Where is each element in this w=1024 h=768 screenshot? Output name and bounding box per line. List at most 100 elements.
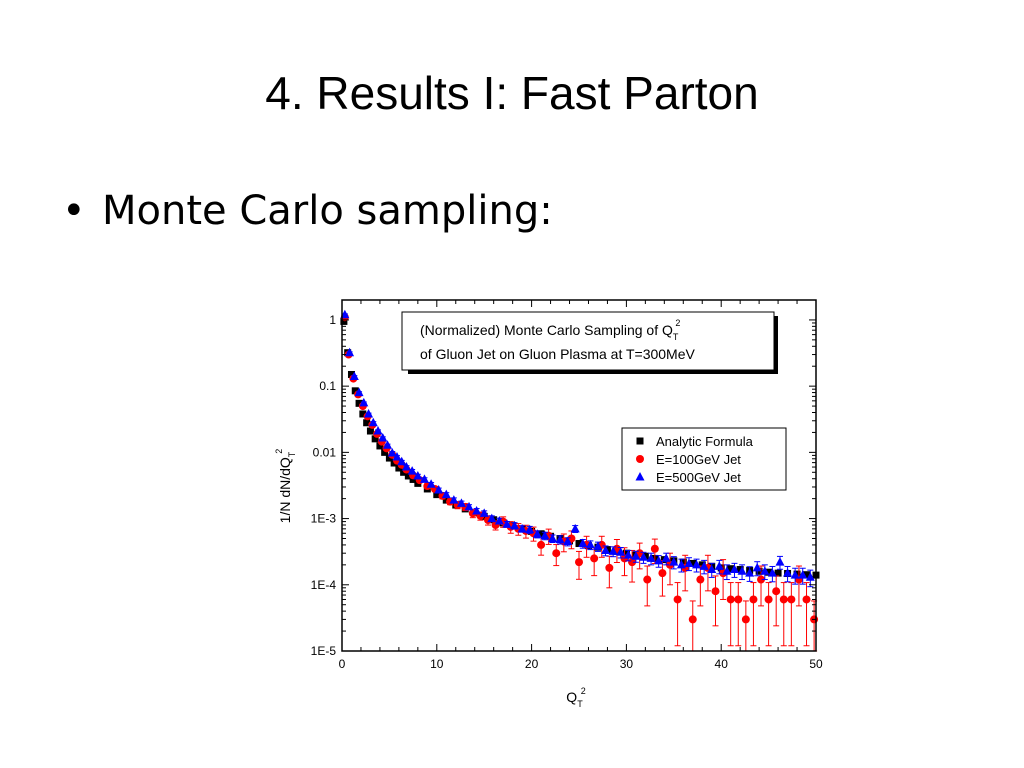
data-point (537, 530, 545, 538)
data-point (570, 523, 580, 533)
data-point (774, 569, 782, 577)
data-point (464, 501, 474, 511)
data-point (552, 549, 561, 558)
data-point (787, 595, 796, 604)
data-point (765, 568, 773, 576)
data-point (354, 387, 364, 397)
legend: Analytic Formula E=100GeV Jet E=500GeV Jet (621, 427, 787, 491)
data-point (676, 559, 686, 569)
data-point (575, 540, 583, 548)
data-point (363, 419, 371, 427)
data-point (688, 615, 697, 624)
data-point (726, 595, 735, 604)
data-point (397, 456, 407, 466)
y-tick-label: 1E-4 (311, 578, 337, 592)
legend-label: Analytic Formula (656, 434, 754, 449)
y-tick-label: 1E-5 (311, 644, 337, 658)
slide-title: 4. Results I: Fast Parton (265, 67, 759, 119)
data-point (395, 464, 403, 472)
chart-title-line-1: (Normalized) Monte Carlo Sampling of QT2 (420, 318, 680, 342)
x-tick-label: 0 (339, 657, 346, 671)
y-tick-label: 1E-3 (311, 512, 337, 526)
data-point (707, 564, 717, 574)
x-tick-label: 40 (715, 657, 729, 671)
data-point (525, 524, 535, 534)
data-point (419, 474, 429, 483)
data-point (646, 553, 656, 562)
data-point (631, 551, 641, 560)
chart-title-line-2: of Gluon Jet on Gluon Plasma at T=300MeV (420, 346, 696, 362)
data-point (578, 538, 588, 548)
data-point (563, 536, 573, 546)
data-point (689, 559, 697, 567)
series-triangle (340, 309, 815, 588)
bullet-symbol: • (62, 188, 86, 234)
data-point (616, 547, 626, 556)
data-point (684, 558, 694, 567)
data-point (555, 534, 565, 544)
data-point (392, 452, 402, 461)
x-tick-label: 30 (620, 657, 634, 671)
x-tick-label: 10 (430, 657, 444, 671)
data-point (441, 489, 451, 499)
data-point (347, 370, 355, 378)
data-point (669, 557, 679, 566)
data-point (722, 566, 732, 575)
data-point (775, 557, 785, 566)
data-point (696, 575, 705, 584)
data-point (643, 575, 652, 584)
data-point (407, 466, 417, 475)
legend-frame (621, 427, 787, 491)
data-point (472, 506, 482, 515)
data-point (745, 568, 755, 577)
data-point (373, 426, 383, 435)
data-point (772, 587, 781, 596)
data-point (593, 541, 603, 550)
data-point (757, 575, 766, 584)
data-point (805, 572, 815, 581)
data-point (727, 565, 735, 573)
data-point (585, 539, 595, 549)
data-point (547, 533, 557, 543)
data-point (532, 529, 542, 538)
legend-label: E=100GeV Jet (656, 452, 741, 467)
data-point (692, 559, 702, 569)
data-point (404, 472, 412, 480)
bullet-text: Monte Carlo sampling: (102, 188, 553, 234)
x-tick-label: 20 (525, 657, 539, 671)
data-point (413, 470, 423, 480)
data-point (661, 553, 671, 562)
data-point (673, 595, 682, 604)
data-point (479, 508, 489, 517)
data-point (537, 540, 546, 549)
data-point (355, 399, 363, 407)
legend-marker (636, 455, 644, 463)
data-point (359, 410, 367, 418)
bullet-item: • Monte Carlo sampling: (62, 188, 553, 234)
plot-frame (341, 299, 817, 652)
data-point (510, 520, 520, 530)
data-point (590, 554, 599, 563)
data-point (494, 515, 504, 525)
y-tick-label: 1 (329, 313, 336, 327)
legend-marker (636, 437, 644, 445)
x-tick-label: 50 (809, 657, 823, 671)
x-axis-label: QT2 (566, 686, 585, 709)
data-point (779, 595, 788, 604)
data-point (764, 595, 773, 604)
data-point (714, 561, 724, 570)
data-point (401, 462, 411, 471)
legend-label: E=500GeV Jet (656, 470, 741, 485)
data-point (734, 595, 743, 604)
data-point (752, 562, 762, 572)
data-point (371, 435, 379, 443)
title-box: (Normalized) Monte Carlo Sampling of QT2… (401, 311, 778, 374)
data-point (711, 587, 720, 596)
data-point (349, 371, 359, 380)
data-point (434, 485, 444, 494)
data-point (378, 432, 388, 442)
data-point (383, 440, 393, 449)
data-point (638, 552, 648, 561)
data-point (699, 561, 709, 570)
data-point (449, 495, 459, 504)
